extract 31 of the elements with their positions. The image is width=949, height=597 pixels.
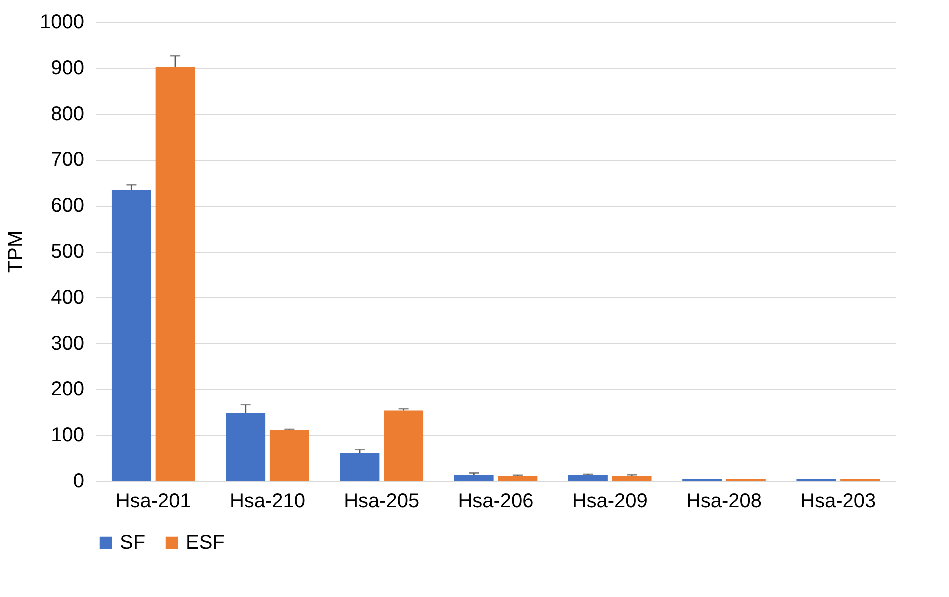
y-tick-label: 200 — [51, 378, 84, 401]
y-tick-label: 600 — [51, 195, 84, 218]
bar — [270, 430, 310, 481]
legend-label: SF — [120, 532, 146, 554]
x-tick-label: Hsa-203 — [800, 490, 876, 512]
bar — [384, 410, 424, 481]
bar — [112, 190, 152, 481]
bar — [156, 66, 196, 481]
bar — [226, 414, 266, 481]
bar — [612, 476, 652, 481]
y-tick-label: 1000 — [40, 12, 84, 34]
y-tick-label: 300 — [51, 332, 84, 355]
y-tick-label: 900 — [51, 57, 84, 80]
legend-label: ESF — [186, 532, 225, 554]
bar — [498, 476, 538, 481]
y-tick-label: 0 — [73, 470, 84, 492]
x-tick-label: Hsa-209 — [572, 490, 648, 512]
y-tick-label: 400 — [51, 286, 84, 309]
y-tick-label: 500 — [51, 241, 84, 263]
bar — [454, 475, 494, 481]
y-tick-label: 800 — [51, 103, 84, 126]
x-tick-label: Hsa-206 — [458, 490, 534, 512]
bar — [568, 475, 608, 481]
x-tick-label: Hsa-210 — [230, 490, 306, 512]
x-tick-label: Hsa-201 — [116, 490, 192, 512]
x-tick-label: Hsa-205 — [344, 490, 420, 512]
x-tick-label: Hsa-208 — [686, 490, 762, 512]
bar — [340, 453, 380, 481]
y-tick-label: 700 — [51, 149, 84, 172]
y-axis-title: TPM — [5, 230, 28, 274]
y-tick-label: 100 — [51, 424, 84, 447]
